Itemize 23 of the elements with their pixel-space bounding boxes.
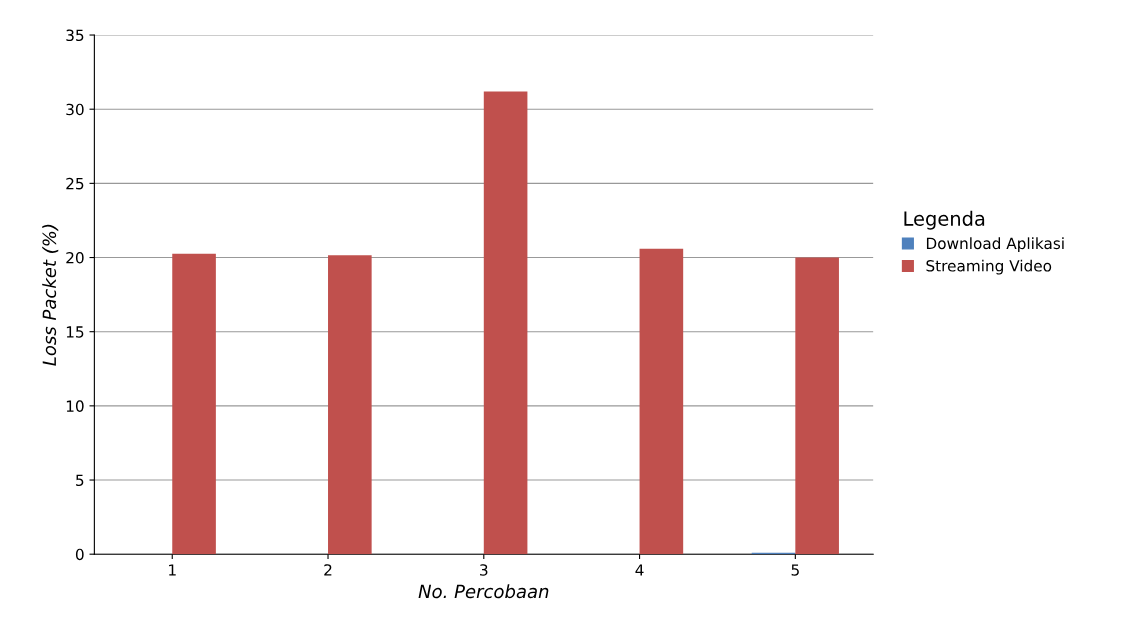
legend-label: Streaming Video bbox=[926, 259, 1052, 275]
x-axis-title: No. Percobaan bbox=[418, 584, 549, 599]
bar bbox=[639, 248, 684, 555]
y-axis-title: Loss Packet (%) bbox=[42, 224, 59, 366]
x-tick-label: 2 bbox=[324, 564, 332, 576]
x-tick-label: 4 bbox=[635, 564, 644, 576]
legend-label: Download Aplikasi bbox=[926, 237, 1064, 253]
bar bbox=[795, 257, 839, 555]
y-tick-label: 15 bbox=[66, 326, 84, 338]
x-tick-label: 5 bbox=[791, 564, 799, 576]
legend-title: Legenda bbox=[904, 210, 985, 230]
y-tick-label: 20 bbox=[66, 252, 84, 264]
bar bbox=[483, 91, 528, 555]
x-tick-label: 3 bbox=[480, 564, 488, 576]
y-tick-label: 0 bbox=[75, 548, 84, 561]
y-tick-label: 35 bbox=[66, 29, 84, 42]
y-tick-label: 10 bbox=[66, 400, 84, 412]
y-tick-label: 5 bbox=[76, 474, 84, 487]
y-tick-label: 30 bbox=[66, 103, 84, 116]
bar bbox=[172, 253, 216, 555]
y-tick-label: 25 bbox=[66, 177, 84, 190]
bar bbox=[328, 255, 372, 555]
x-tick-label: 1 bbox=[169, 564, 176, 576]
